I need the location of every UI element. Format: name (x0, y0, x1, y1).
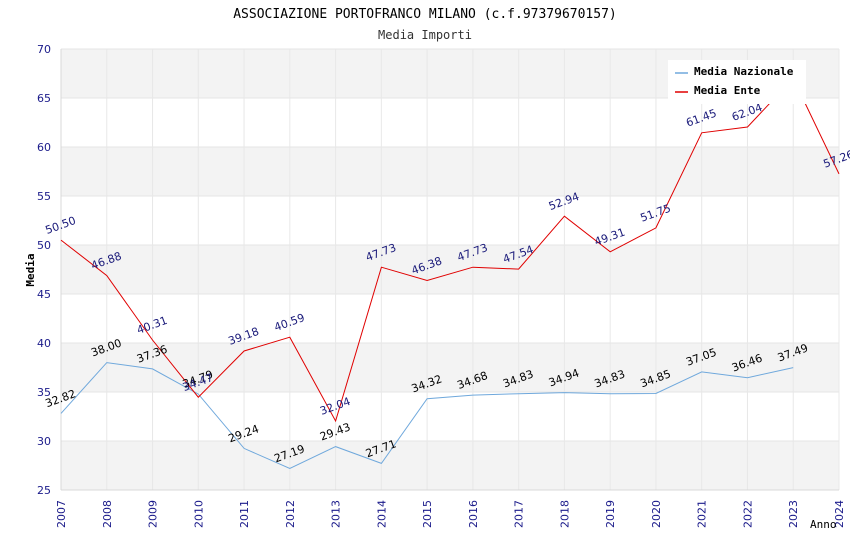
x-tick-label: 2018 (558, 500, 571, 528)
legend: Media Nazionale Media Ente (668, 60, 806, 104)
x-tick-label: 2012 (284, 500, 297, 528)
x-tick-label: 2023 (787, 500, 800, 528)
x-tick-label: 2022 (741, 500, 754, 528)
x-tick-label: 2007 (55, 500, 68, 528)
grid-band (61, 245, 839, 294)
x-tick-label: 2019 (604, 500, 617, 528)
series-line-media-nazionale (60, 362, 794, 470)
grid-band (61, 343, 839, 392)
y-tick-labels: 25 30 35 40 45 50 55 60 65 70 (37, 43, 51, 497)
x-tick-label: 2016 (467, 500, 480, 528)
legend-label-media-ente: Media Ente (694, 84, 761, 97)
x-tick-label: 2009 (147, 500, 160, 528)
grid-band (61, 441, 839, 490)
y-tick-label: 60 (37, 141, 51, 154)
x-axis-label: Anno (810, 518, 837, 531)
y-tick-label: 25 (37, 484, 51, 497)
legend-box (668, 60, 806, 104)
grid-band (61, 147, 839, 196)
series-line-media-ente (60, 77, 840, 423)
y-axis-label: Media (24, 253, 37, 286)
x-tick-label: 2014 (375, 500, 388, 528)
x-tick-label: 2010 (192, 500, 205, 528)
y-tick-label: 70 (37, 43, 51, 56)
x-tick-label: 2011 (238, 500, 251, 528)
series-layer (60, 77, 840, 470)
y-tick-label: 50 (37, 239, 51, 252)
chart-title: ASSOCIAZIONE PORTOFRANCO MILANO (c.f.973… (233, 7, 617, 22)
y-tick-label: 40 (37, 337, 51, 350)
x-tick-label: 2015 (421, 500, 434, 528)
y-tick-label: 55 (37, 190, 51, 203)
y-tick-label: 35 (37, 386, 51, 399)
chart-subtitle: Media Importi (378, 28, 472, 42)
y-tick-label: 65 (37, 92, 51, 105)
x-tick-label: 2024 (833, 500, 846, 528)
x-tick-label: 2013 (330, 500, 343, 528)
x-tick-label: 2017 (513, 500, 526, 528)
x-tick-label: 2021 (696, 500, 709, 528)
y-tick-label: 30 (37, 435, 51, 448)
x-tick-labels: 2007 2008 2009 2010 2011 2012 2013 2014 2015 2016… (55, 500, 846, 528)
y-tick-label: 45 (37, 288, 51, 301)
x-tick-label: 2020 (650, 500, 663, 528)
x-tick-label: 2008 (101, 500, 114, 528)
legend-label-media-nazionale: Media Nazionale (694, 65, 794, 78)
grid-bands (61, 49, 839, 490)
